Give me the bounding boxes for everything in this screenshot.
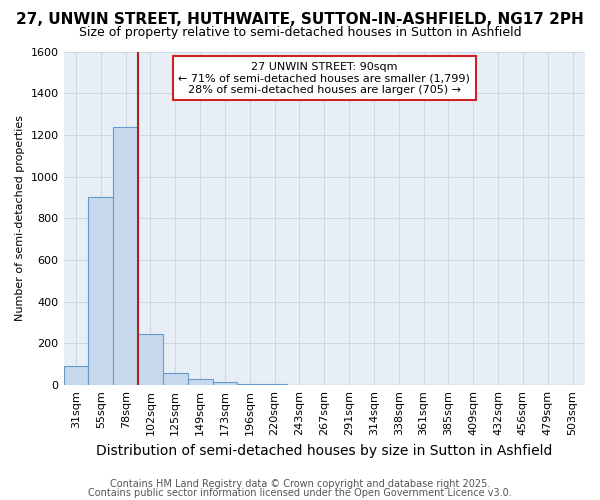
Bar xyxy=(212,382,238,385)
Bar xyxy=(188,379,212,385)
Bar xyxy=(287,384,312,385)
Text: Size of property relative to semi-detached houses in Sutton in Ashfield: Size of property relative to semi-detach… xyxy=(79,26,521,39)
Text: 27 UNWIN STREET: 90sqm
← 71% of semi-detached houses are smaller (1,799)
28% of : 27 UNWIN STREET: 90sqm ← 71% of semi-det… xyxy=(178,62,470,94)
Bar xyxy=(262,384,287,385)
Bar xyxy=(113,126,138,385)
Text: Contains public sector information licensed under the Open Government Licence v3: Contains public sector information licen… xyxy=(88,488,512,498)
Bar xyxy=(88,198,113,385)
Y-axis label: Number of semi-detached properties: Number of semi-detached properties xyxy=(15,116,25,322)
Bar xyxy=(64,366,88,385)
Bar xyxy=(163,372,188,385)
Text: 27, UNWIN STREET, HUTHWAITE, SUTTON-IN-ASHFIELD, NG17 2PH: 27, UNWIN STREET, HUTHWAITE, SUTTON-IN-A… xyxy=(16,12,584,28)
Text: Contains HM Land Registry data © Crown copyright and database right 2025.: Contains HM Land Registry data © Crown c… xyxy=(110,479,490,489)
Bar xyxy=(238,384,262,385)
X-axis label: Distribution of semi-detached houses by size in Sutton in Ashfield: Distribution of semi-detached houses by … xyxy=(96,444,553,458)
Bar xyxy=(138,334,163,385)
